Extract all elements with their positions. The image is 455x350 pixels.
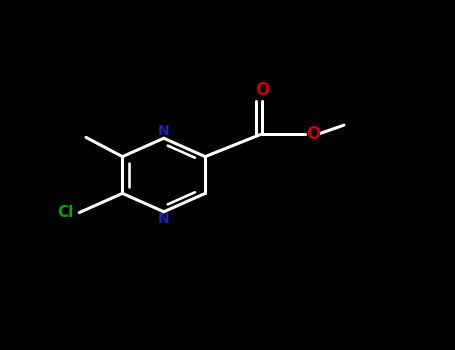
Text: O: O bbox=[306, 125, 321, 143]
Text: N: N bbox=[158, 212, 170, 226]
Text: N: N bbox=[158, 124, 170, 138]
Text: O: O bbox=[255, 81, 269, 99]
Text: Cl: Cl bbox=[57, 205, 74, 220]
